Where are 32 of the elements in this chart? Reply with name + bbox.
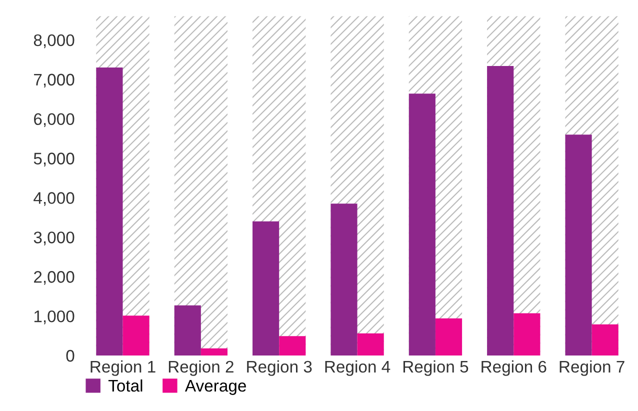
bar <box>96 68 123 356</box>
y-tick-label: 5,000 <box>34 152 74 166</box>
y-tick-label: 8,000 <box>34 34 74 48</box>
y-tick-label: 7,000 <box>34 74 74 88</box>
x-tick-label: Region 1 <box>90 360 156 376</box>
x-tick-label: Region 4 <box>325 360 390 376</box>
x-tick-label: Region 6 <box>482 360 546 376</box>
bar <box>408 94 436 356</box>
x-tick-label: Region 3 <box>247 360 312 376</box>
y-tick-label: 4,000 <box>34 192 74 206</box>
legend-label: Average <box>184 380 246 395</box>
bar <box>565 134 592 356</box>
y-tick-label: 6,000 <box>34 113 74 128</box>
y-tick-label: 3,000 <box>34 232 74 246</box>
x-tick-label: Region 7 <box>560 360 624 376</box>
bar <box>514 313 540 356</box>
bar <box>487 66 514 356</box>
bar <box>592 324 618 356</box>
y-tick-label: 2,000 <box>34 271 74 285</box>
legend-label: Total <box>108 379 142 392</box>
bar <box>174 305 201 356</box>
bar <box>330 204 358 356</box>
bar <box>122 316 150 356</box>
y-tick-label: 1,000 <box>34 310 74 324</box>
bar <box>252 221 280 356</box>
bar <box>200 348 228 356</box>
x-tick-label: Region 5 <box>403 360 468 376</box>
x-tick-label: Region 2 <box>168 360 234 376</box>
bar <box>435 318 462 356</box>
bar <box>279 336 306 356</box>
bar <box>357 333 384 356</box>
y-tick-label: 0 <box>66 350 74 362</box>
